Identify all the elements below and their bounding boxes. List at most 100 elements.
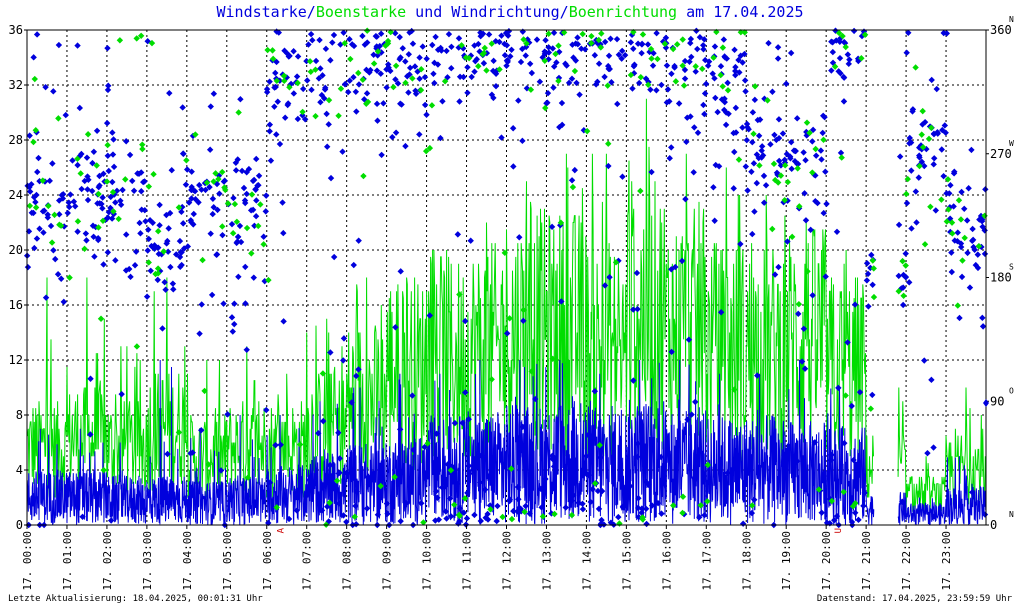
- wind-direction-point: [471, 511, 478, 519]
- wind-direction-point: [917, 142, 925, 149]
- wind-direction-point: [557, 222, 564, 229]
- wind-direction-point: [416, 75, 423, 82]
- gust-direction-point: [750, 130, 757, 138]
- wind-direction-point: [232, 167, 240, 174]
- wind-direction-point: [40, 229, 47, 236]
- gust-direction-point: [447, 467, 455, 474]
- wind-direction-point: [574, 34, 581, 41]
- wind-direction-point: [262, 192, 270, 199]
- wind-direction-point: [107, 193, 114, 201]
- wind-direction-point: [769, 88, 776, 95]
- wind-direction-point: [700, 101, 707, 109]
- wind-direction-point: [260, 233, 267, 240]
- gust-direction-point: [145, 183, 153, 190]
- wind-direction-point: [642, 478, 650, 486]
- wind-direction-point: [841, 39, 849, 47]
- wind-direction-point: [780, 199, 787, 206]
- gust-direction-point: [541, 57, 548, 64]
- wind-direction-point: [581, 46, 589, 53]
- wind-direction-point: [279, 199, 286, 206]
- wind-direction-point: [711, 217, 718, 224]
- wind-direction-point: [283, 50, 291, 57]
- wind-direction-point: [515, 97, 522, 104]
- wind-direction-point: [365, 481, 373, 488]
- wind-direction-point: [32, 198, 39, 206]
- wind-direction-point: [439, 98, 446, 105]
- gust-direction-point: [93, 162, 100, 169]
- wind-direction-point: [663, 99, 671, 106]
- gust-direction-point: [95, 190, 102, 198]
- gust-direction-point: [154, 265, 162, 272]
- wind-direction-point: [731, 46, 738, 54]
- wind-direction-point: [475, 40, 482, 48]
- gust-direction-point: [183, 157, 190, 164]
- x-tick-label: 17. 22:00: [900, 531, 913, 591]
- y-left-tick-label: 32: [9, 78, 23, 92]
- wind-direction-point: [243, 346, 250, 353]
- wind-direction-point: [337, 41, 344, 48]
- wind-direction-point: [860, 28, 868, 35]
- wind-direction-point: [109, 151, 117, 158]
- gust-direction-point: [417, 86, 425, 94]
- wind-direction-point: [731, 148, 738, 156]
- wind-direction-point: [742, 163, 750, 170]
- gust-direction-point: [148, 39, 156, 47]
- wind-direction-point: [844, 339, 851, 346]
- wind-direction-point: [794, 160, 801, 168]
- wind-direction-point: [710, 184, 717, 191]
- wind-direction-point: [687, 113, 694, 120]
- chart-title: Windstarke/Boenstarke und Windrichtung/B…: [216, 3, 803, 21]
- wind-direction-point: [837, 70, 844, 77]
- wind-direction-point: [650, 50, 657, 57]
- wind-direction-point: [460, 45, 467, 52]
- wind-direction-point: [863, 277, 871, 284]
- gust-direction-point: [74, 155, 81, 162]
- gust-direction-point: [943, 218, 951, 225]
- compass-label: N: [1009, 15, 1014, 24]
- wind-direction-point: [271, 103, 278, 110]
- gust-direction-point: [928, 124, 935, 131]
- wind-direction-point: [822, 168, 829, 175]
- wind-direction-point: [490, 94, 497, 102]
- gust-direction-point: [30, 138, 37, 146]
- wind-direction-point: [234, 238, 241, 245]
- gust-direction-point: [229, 230, 237, 237]
- gust-direction-point: [244, 474, 252, 481]
- wind-direction-point: [159, 325, 166, 332]
- wind-direction-point: [185, 199, 193, 206]
- wind-direction-point: [684, 416, 691, 423]
- wind-direction-point: [974, 251, 981, 258]
- wind-direction-point: [654, 499, 662, 507]
- wind-direction-point: [742, 88, 749, 95]
- gust-direction-point: [777, 172, 785, 179]
- wind-direction-point: [237, 238, 245, 246]
- wind-direction-point: [346, 77, 353, 84]
- x-tick-label: 17. 10:00: [421, 531, 434, 591]
- wind-direction-point: [784, 197, 791, 204]
- wind-direction-point: [281, 114, 289, 121]
- wind-direction-point: [84, 196, 92, 204]
- x-tick-label: 17. 04:00: [181, 531, 194, 591]
- wind-direction-point: [471, 68, 478, 75]
- gust-direction-point: [392, 62, 400, 69]
- wind-direction-point: [348, 41, 356, 48]
- wind-direction-point: [981, 511, 989, 518]
- wind-direction-point: [519, 137, 526, 145]
- wind-direction-point: [363, 90, 371, 97]
- wind-direction-point: [353, 108, 360, 115]
- wind-direction-point: [570, 54, 577, 61]
- wind-direction-point: [126, 265, 133, 273]
- wind-direction-point: [777, 162, 785, 169]
- wind-direction-point: [340, 29, 347, 36]
- wind-direction-point: [868, 251, 875, 259]
- wind-direction-point: [503, 330, 511, 337]
- gust-direction-point: [835, 29, 843, 37]
- wind-direction-point: [852, 509, 859, 516]
- wind-direction-point: [758, 147, 765, 154]
- gust-direction-point: [895, 288, 902, 295]
- wind-direction-point: [675, 100, 683, 107]
- gust-direction-point: [224, 200, 232, 207]
- gust-direction-point: [756, 162, 763, 169]
- wind-direction-point: [394, 80, 402, 87]
- gust-direction-point: [496, 66, 503, 73]
